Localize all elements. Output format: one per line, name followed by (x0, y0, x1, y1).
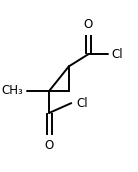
Text: O: O (84, 18, 93, 31)
Text: CH₃: CH₃ (2, 84, 23, 97)
Text: O: O (45, 139, 54, 152)
Text: Cl: Cl (76, 97, 88, 110)
Text: Cl: Cl (112, 48, 123, 61)
